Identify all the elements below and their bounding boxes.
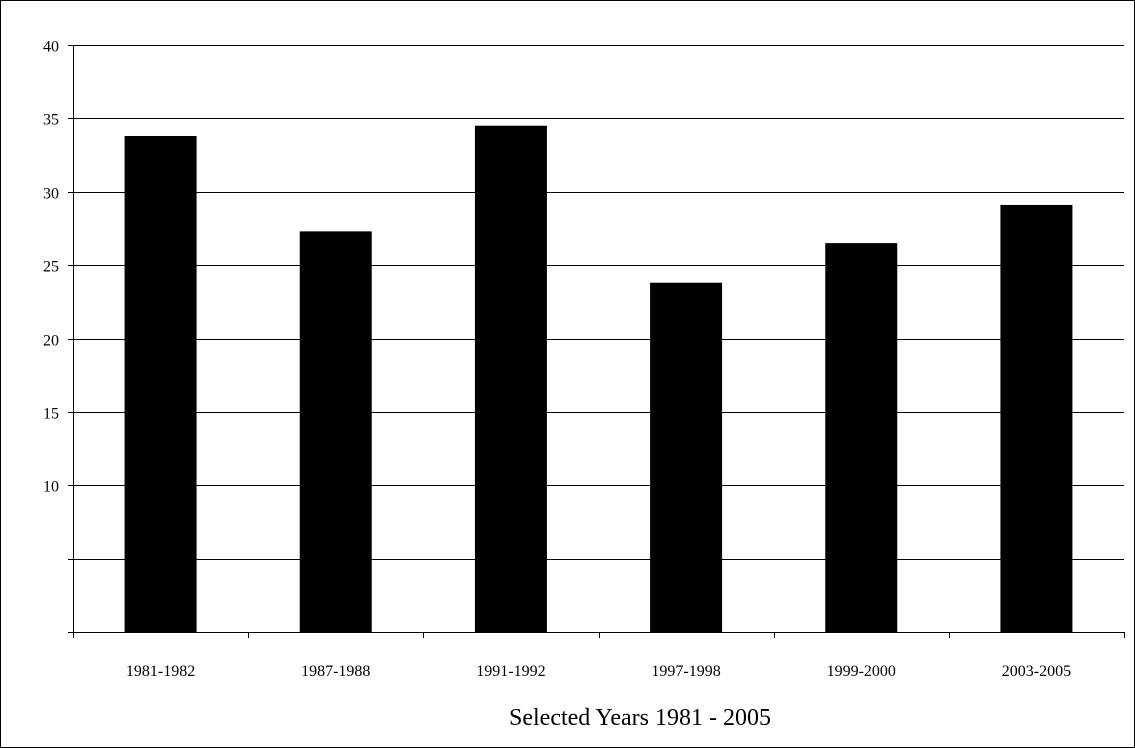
x-tick-label: 2003-2005 [1002, 663, 1071, 680]
y-tick-label: 35 [43, 112, 59, 129]
bar-1991-1992 [474, 125, 547, 633]
axes [73, 45, 1124, 633]
x-tick-label: 1999-2000 [827, 663, 896, 680]
y-tick-label: 25 [43, 259, 59, 276]
y-tick-label: 10 [43, 479, 59, 496]
y-tick-label: 30 [43, 186, 59, 203]
x-axis-title: Selected Years 1981 - 2005 [509, 705, 771, 731]
y-tick-label: 15 [43, 406, 59, 423]
y-tick-label: 20 [43, 333, 59, 350]
bars [124, 125, 1073, 633]
x-tick-label: 1987-1988 [301, 663, 370, 680]
x-tick-label: 1981-1982 [126, 663, 195, 680]
x-axis-ticks: 1981-1982 1987-1988 1991-1992 1997-1998 1999… [73, 632, 1125, 680]
bar-1999-2000 [825, 243, 898, 633]
y-tick-label: 40 [43, 39, 59, 56]
x-tick-label: 1991-1992 [476, 663, 545, 680]
bar-2003-2005 [1000, 204, 1073, 632]
bar-1981-1982 [124, 135, 197, 633]
x-tick-label: 1997-1998 [651, 663, 720, 680]
bar-1987-1988 [299, 231, 372, 632]
gridlines [73, 45, 1124, 560]
bar-1997-1998 [650, 282, 723, 632]
y-axis-ticks: 10 15 20 25 30 35 40 [43, 39, 73, 633]
